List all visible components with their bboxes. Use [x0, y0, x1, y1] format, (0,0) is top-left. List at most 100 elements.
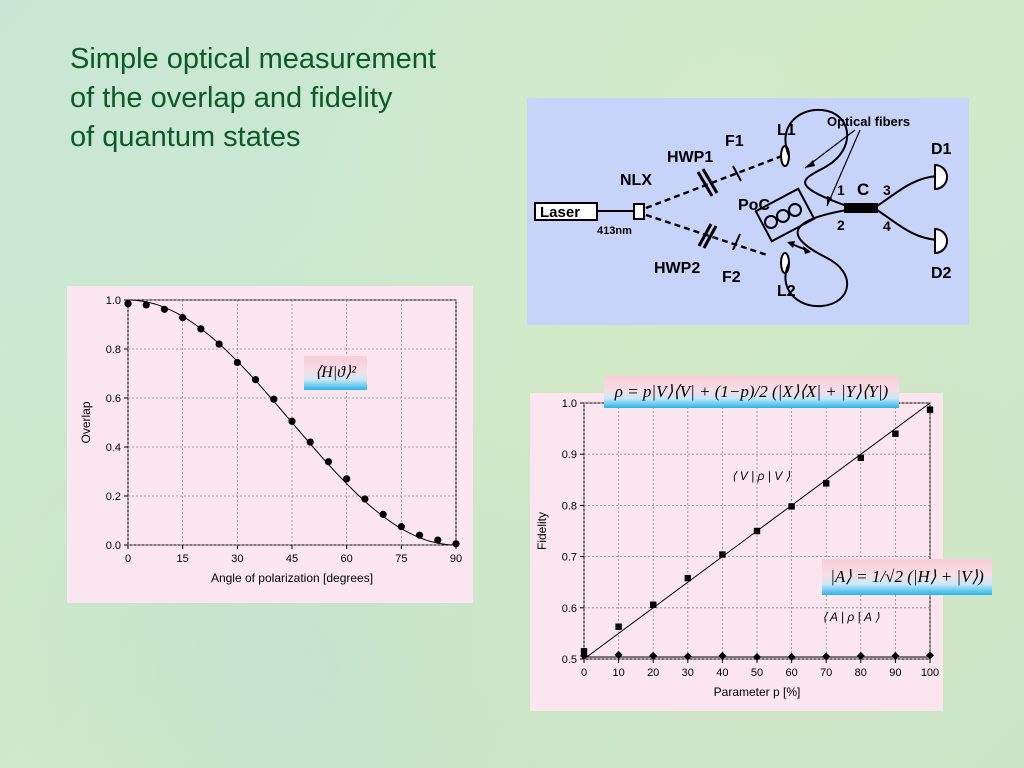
data-point — [233, 358, 241, 367]
square-point — [615, 623, 622, 630]
x-tick-label: 0 — [581, 667, 587, 679]
data-point — [288, 417, 296, 425]
data-point — [343, 475, 351, 483]
label-port-4: 4 — [883, 218, 891, 234]
a-state-formula: |A⟩ = 1/√2 (|H⟩ + |V⟩) — [822, 559, 992, 595]
fiber-lower — [784, 209, 848, 308]
label-port-1: 1 — [837, 182, 845, 198]
diamond-point — [926, 651, 934, 660]
label-laser: Laser — [540, 204, 580, 221]
y-axis-label: Overlap — [79, 401, 93, 443]
poc-coil-1 — [764, 215, 778, 229]
x-tick-label: 60 — [785, 667, 797, 679]
label-nlx: NLX — [620, 172, 652, 189]
square-point — [823, 480, 830, 487]
data-point — [434, 536, 442, 544]
y-tick-label: 0.8 — [562, 500, 577, 512]
y-tick-label: 0.0 — [106, 540, 121, 552]
data-point — [215, 340, 223, 348]
square-point — [926, 406, 934, 413]
data-point — [306, 438, 314, 446]
label-f2: F2 — [722, 269, 741, 286]
y-tick-label: 0.4 — [106, 442, 121, 454]
diamond-point — [614, 650, 623, 659]
diamond-point — [718, 651, 727, 660]
y-tick-label: 0.9 — [562, 449, 577, 461]
y-tick-label: 0.7 — [562, 552, 577, 564]
label-hwp1: HWP1 — [667, 149, 713, 166]
slide-title: Simple optical measurement of the overla… — [70, 40, 530, 157]
data-point — [124, 300, 132, 308]
data-point — [197, 325, 205, 333]
x-tick-label: 10 — [612, 667, 624, 679]
x-tick-label: 90 — [889, 667, 901, 679]
label-port-2: 2 — [837, 217, 845, 233]
diagram-svg: Laser 413nm NLX HWP1 HWP2 F1 F2 L1 L2 Po… — [534, 108, 952, 308]
label-wavelength: 413nm — [597, 225, 632, 237]
detector-d2 — [934, 227, 948, 255]
hwp1-plate-b — [701, 168, 719, 194]
title-line-2: of the overlap and fidelity — [70, 82, 393, 114]
arrowhead-4 — [787, 241, 795, 248]
upper-beam — [645, 154, 783, 210]
square-point — [719, 551, 726, 558]
diamond-point — [822, 652, 831, 661]
poc-coil-2 — [776, 209, 790, 223]
x-tick-label: 75 — [395, 553, 407, 565]
x-axis-label: Angle of polarization [degrees] — [211, 571, 373, 585]
x-tick-label: 0 — [125, 553, 131, 565]
data-point — [179, 314, 187, 322]
y-tick-label: 1.0 — [562, 398, 577, 410]
detector-d1 — [934, 163, 948, 191]
title-line-3: of quantum states — [70, 121, 301, 153]
fiber-to-d1 — [876, 175, 938, 207]
data-point — [270, 395, 278, 403]
label-d1: D1 — [931, 141, 952, 158]
overlap-formula: ⟨H|ϑ⟩² — [304, 356, 367, 390]
square-point — [892, 430, 899, 437]
data-point — [142, 301, 150, 309]
filter-f1 — [732, 165, 742, 182]
arrowhead-3 — [803, 246, 811, 254]
x-tick-label: 90 — [450, 553, 462, 565]
square-point — [857, 454, 864, 461]
optical-setup-diagram: Laser 413nm NLX HWP1 HWP2 F1 F2 L1 L2 Po… — [527, 98, 969, 325]
data-point — [452, 540, 460, 548]
x-tick-label: 50 — [751, 667, 763, 679]
data-point — [415, 531, 424, 539]
x-axis-label: Parameter p [%] — [714, 685, 801, 699]
diamond-point — [787, 652, 796, 661]
poc-coil-3 — [788, 203, 802, 217]
x-tick-label: 100 — [921, 667, 939, 679]
diamond-point — [580, 651, 588, 660]
label-l1: L1 — [777, 122, 796, 139]
y-tick-label: 1.0 — [106, 295, 121, 307]
lens-l1 — [780, 145, 790, 167]
label-d2: D2 — [931, 265, 952, 282]
x-tick-label: 30 — [682, 667, 694, 679]
square-point — [580, 648, 588, 655]
square-point — [788, 503, 795, 510]
fiber-to-d2 — [876, 209, 938, 241]
label-l2: L2 — [777, 283, 796, 300]
label-coupler: C — [857, 180, 869, 199]
annotation-v-rho-v: ⟨ V | ρ | V ⟩ — [732, 469, 791, 483]
lens-l2 — [780, 252, 790, 274]
title-line-1: Simple optical measurement — [70, 43, 436, 75]
x-tick-label: 80 — [855, 667, 867, 679]
hwp2-plate — [697, 223, 713, 247]
x-tick-label: 40 — [716, 667, 728, 679]
fidelity-chart: 0 10 20 30 40 50 60 70 80 90 100 0.5 0.6 0.7 0.8 0.9 1.0… — [535, 398, 939, 699]
diamond-point — [891, 651, 900, 660]
diamond-point — [753, 652, 761, 661]
square-point — [684, 574, 691, 582]
y-tick-label: 0.5 — [562, 654, 577, 666]
x-tick-label: 70 — [820, 667, 832, 679]
arrowhead-1 — [805, 160, 815, 168]
annotation-a-rho-a: ⟨ A | ρ | A ⟩ — [822, 610, 879, 624]
x-tick-label: 20 — [647, 667, 659, 679]
y-tick-label: 0.6 — [562, 603, 577, 615]
label-f1: F1 — [725, 133, 744, 150]
label-poc: PoC — [738, 197, 770, 214]
x-tick-label: 60 — [341, 553, 353, 565]
